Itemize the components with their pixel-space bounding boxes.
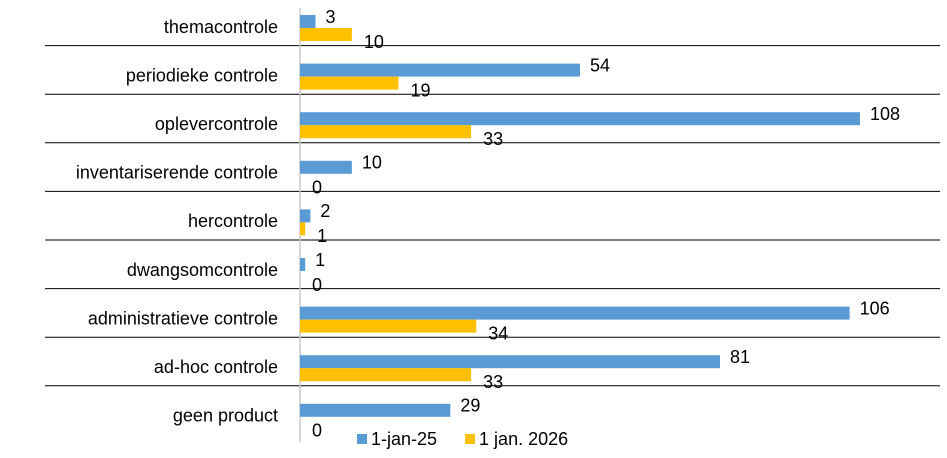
value-label: 108 [870,104,900,124]
value-label: 0 [312,421,322,441]
bar [300,355,720,369]
value-label: 3 [326,7,336,27]
value-label: 29 [460,396,480,416]
value-label: 34 [488,323,508,343]
value-label: 33 [483,372,503,392]
category-label: geen product [173,406,278,426]
bar [300,319,477,333]
bar [300,76,399,90]
category-label: themacontrole [164,17,278,37]
bar [300,63,580,77]
value-label: 19 [411,80,431,100]
bar [300,306,850,320]
value-label: 106 [860,298,890,318]
value-label: 2 [320,201,330,221]
value-label: 0 [312,178,322,198]
category-label: ad-hoc controle [154,357,278,377]
bar [300,258,306,271]
category-label: inventariserende controle [76,163,278,183]
bar [300,209,311,223]
category-label: hercontrole [188,211,278,231]
category-label: administratieve controle [88,308,278,328]
legend-label: 1 jan. 2026 [479,429,568,449]
legend-label: 1-jan-25 [371,429,437,449]
value-label: 10 [364,32,384,52]
value-label: 54 [590,55,610,75]
bar [300,112,860,126]
bar [300,368,472,382]
legend-swatch [357,434,367,444]
bar [300,15,316,28]
legend-swatch [465,434,476,444]
value-label: 33 [483,129,503,149]
bar [300,222,306,236]
bar [300,125,472,139]
category-label: dwangsomcontrole [127,260,278,280]
value-label: 1 [317,226,327,246]
value-label: 10 [362,153,382,173]
category-label: periodieke controle [126,65,278,85]
bar [300,160,352,174]
value-label: 1 [315,250,325,270]
value-label: 81 [730,347,750,367]
category-label: oplevercontrole [155,114,278,134]
bar [300,28,352,41]
bar [300,403,451,417]
value-label: 0 [312,275,322,295]
